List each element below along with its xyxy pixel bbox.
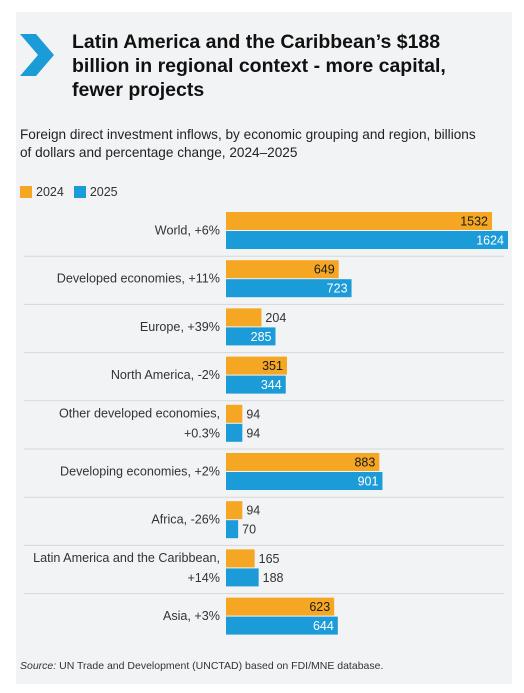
chevron-arrow-icon bbox=[20, 34, 54, 76]
legend-label-2024: 2024 bbox=[36, 185, 64, 199]
legend-label-2025: 2025 bbox=[89, 185, 118, 199]
chart-panel bbox=[16, 12, 512, 684]
data-label-2025: 723 bbox=[327, 282, 348, 296]
data-label-2025: 344 bbox=[261, 378, 282, 392]
bar-2025 bbox=[226, 472, 383, 490]
data-label-2025: 94 bbox=[246, 426, 260, 440]
category-label: Latin America and the Caribbean, +14% bbox=[33, 551, 220, 585]
category-label: Europe, +39% bbox=[140, 320, 220, 334]
category-label-line: Europe, +39% bbox=[140, 320, 220, 334]
legend-swatch-2025 bbox=[73, 186, 86, 198]
category-label: Other developed economies, +0.3% bbox=[59, 406, 220, 440]
category-label-line: Other developed economies, bbox=[59, 406, 220, 420]
category-label-line: North America, -2% bbox=[111, 368, 220, 382]
bar-2024 bbox=[226, 308, 262, 327]
bar-2024 bbox=[226, 549, 255, 568]
category-label-line: Asia, +3% bbox=[163, 609, 220, 623]
bar-2025 bbox=[226, 231, 508, 249]
bar-2025 bbox=[226, 375, 286, 394]
bar-2024 bbox=[226, 356, 287, 375]
data-label-2025: 285 bbox=[251, 330, 272, 344]
category-label-line: +14% bbox=[187, 571, 220, 585]
bar-2024 bbox=[226, 404, 243, 423]
source-label: Source: bbox=[20, 660, 57, 672]
source-text: UN Trade and Development (UNCTAD) based … bbox=[56, 660, 384, 672]
category-label: World, +6% bbox=[155, 224, 220, 238]
bar-2024 bbox=[226, 453, 380, 471]
category-label-line: Developed economies, +11% bbox=[57, 272, 220, 286]
legend: 2024 2025 bbox=[20, 185, 128, 199]
data-label-2024: 165 bbox=[259, 552, 280, 566]
data-label-2024: 1532 bbox=[460, 215, 488, 229]
data-label-2025: 644 bbox=[313, 619, 334, 633]
chart-subtitle: Foreign direct investment inflows, by ec… bbox=[20, 127, 476, 160]
bar-2024 bbox=[226, 212, 493, 230]
data-label-2024: 351 bbox=[262, 359, 283, 373]
data-label-2024: 204 bbox=[265, 311, 286, 325]
data-label-2025: 188 bbox=[263, 571, 284, 585]
bar-2025 bbox=[226, 327, 276, 346]
data-label-2024: 94 bbox=[246, 504, 260, 518]
bar-2024 bbox=[226, 260, 339, 279]
category-label: Asia, +3% bbox=[163, 609, 220, 623]
category-label-line: World, +6% bbox=[155, 224, 220, 238]
source-note: Source: UN Trade and Development (UNCTAD… bbox=[20, 660, 383, 672]
category-label: Developing economies, +2% bbox=[60, 465, 220, 479]
data-label-2025: 901 bbox=[358, 475, 379, 489]
data-label-2025: 1624 bbox=[476, 234, 504, 248]
data-label-2024: 649 bbox=[314, 263, 335, 277]
category-label: Africa, -26% bbox=[151, 513, 220, 527]
data-label-2025: 70 bbox=[242, 523, 256, 537]
data-label-2024: 623 bbox=[309, 600, 330, 614]
bar-2025 bbox=[226, 423, 243, 442]
bar-2025 bbox=[226, 568, 259, 587]
data-label-2024: 883 bbox=[354, 456, 375, 470]
legend-swatch-2024 bbox=[20, 186, 32, 198]
chart-title: Latin America and the Caribbean’s $188 b… bbox=[72, 31, 446, 101]
category-label-line: Africa, -26% bbox=[151, 513, 220, 527]
bar-2025 bbox=[226, 520, 239, 539]
bar-2024 bbox=[226, 501, 243, 520]
bar-2025 bbox=[226, 616, 338, 635]
legend-item-2025: 2025 bbox=[73, 185, 118, 199]
bar-2024 bbox=[226, 597, 335, 616]
category-label-line: +0.3% bbox=[184, 426, 220, 440]
category-label-line: Latin America and the Caribbean, bbox=[33, 551, 220, 565]
category-label: Developed economies, +11% bbox=[57, 272, 220, 286]
category-label: North America, -2% bbox=[111, 368, 220, 382]
category-label-line: Developing economies, +2% bbox=[60, 465, 220, 479]
bar-2025 bbox=[226, 279, 352, 298]
bar-chart: World, +6% 1532 1624 Developed economies, +… bbox=[24, 212, 508, 635]
legend-item-2024: 2024 bbox=[20, 185, 64, 199]
data-label-2024: 94 bbox=[246, 407, 260, 421]
